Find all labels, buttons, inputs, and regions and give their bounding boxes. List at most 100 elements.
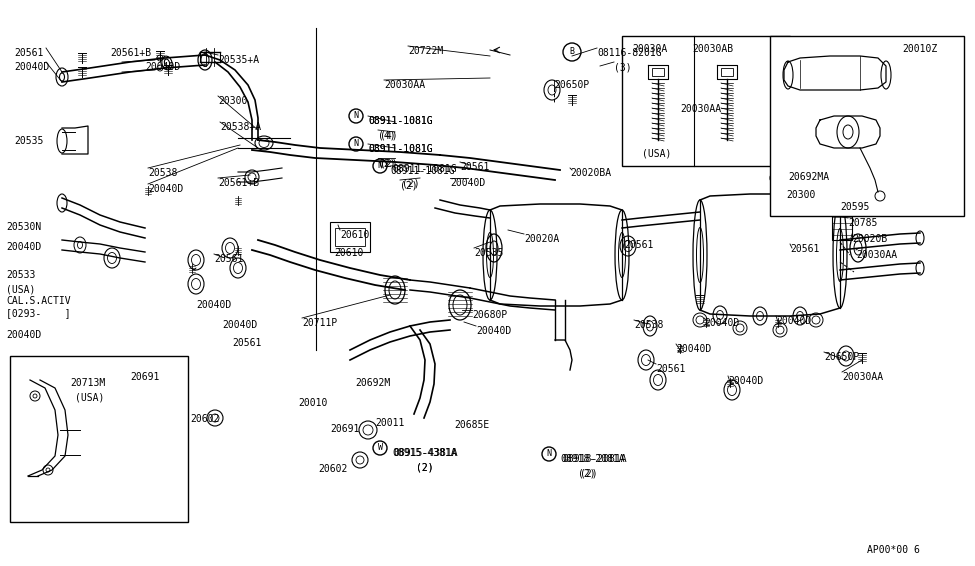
Text: 20561: 20561: [214, 254, 244, 264]
Text: 08911-1081G: 08911-1081G: [392, 164, 456, 174]
Text: (2): (2): [402, 178, 419, 188]
Text: B: B: [569, 48, 574, 57]
Bar: [330, 222, 370, 252]
Text: 20535: 20535: [474, 248, 503, 258]
Text: 20040D: 20040D: [776, 316, 811, 326]
Text: (2): (2): [380, 158, 398, 168]
Text: 20595: 20595: [840, 202, 870, 212]
Text: 20020BA: 20020BA: [570, 168, 611, 178]
Text: 20020B: 20020B: [852, 234, 887, 244]
Text: 20030AA: 20030AA: [680, 104, 722, 114]
Text: W: W: [377, 444, 382, 452]
Text: 20040D: 20040D: [676, 344, 711, 354]
Text: (2): (2): [578, 468, 596, 478]
Text: 20691: 20691: [330, 424, 360, 434]
Text: 20300: 20300: [786, 190, 815, 200]
Text: 20692M: 20692M: [355, 378, 390, 388]
Text: 20040D: 20040D: [14, 62, 50, 72]
Text: (4): (4): [378, 130, 396, 140]
Text: (USA): (USA): [6, 284, 35, 294]
Text: 20610: 20610: [334, 248, 364, 258]
Text: 20713M: 20713M: [70, 378, 105, 388]
Text: 20040D: 20040D: [6, 330, 41, 340]
Text: 08911-1081G: 08911-1081G: [368, 116, 433, 126]
Text: (2): (2): [378, 158, 396, 168]
Text: (2): (2): [580, 468, 598, 478]
Text: (USA): (USA): [75, 392, 104, 402]
Text: N: N: [547, 449, 552, 458]
Text: 20040D: 20040D: [704, 318, 739, 328]
Text: 08918-2081A: 08918-2081A: [560, 454, 625, 464]
Text: 20692MA: 20692MA: [788, 172, 829, 182]
Text: AP00*00 6: AP00*00 6: [867, 545, 920, 555]
Text: 20538: 20538: [634, 320, 663, 330]
Text: (3): (3): [614, 62, 632, 72]
Text: 20010: 20010: [298, 398, 328, 408]
Text: 20680P: 20680P: [472, 310, 507, 320]
Text: 20040D: 20040D: [728, 376, 763, 386]
Bar: [721, 68, 733, 76]
Text: 20030AA: 20030AA: [384, 80, 425, 90]
Text: 20650P: 20650P: [554, 80, 589, 90]
Text: 20530N: 20530N: [6, 222, 41, 232]
Text: 20040D: 20040D: [6, 242, 41, 252]
Text: 20040D: 20040D: [222, 320, 257, 330]
Text: 08116-8201G: 08116-8201G: [597, 48, 662, 58]
Text: (USA): (USA): [642, 148, 672, 158]
Text: 20561: 20561: [460, 162, 489, 172]
Text: 08911-1081G: 08911-1081G: [368, 144, 433, 154]
Text: 20040D: 20040D: [145, 62, 180, 72]
Text: N: N: [377, 161, 382, 170]
Bar: [832, 200, 852, 240]
Text: 20561: 20561: [790, 244, 819, 254]
Text: 20030AB: 20030AB: [692, 44, 733, 54]
Text: 08911-1081G: 08911-1081G: [390, 166, 454, 176]
Text: 20785: 20785: [848, 218, 878, 228]
Text: 20533: 20533: [6, 270, 35, 280]
Text: 20030AA: 20030AA: [856, 250, 897, 260]
Bar: [652, 68, 664, 76]
Text: 20538+A: 20538+A: [220, 122, 261, 132]
Text: (4): (4): [380, 130, 398, 140]
Text: (2): (2): [416, 462, 434, 472]
Text: 08911-1081G: 08911-1081G: [368, 144, 433, 154]
Text: N: N: [354, 139, 359, 148]
Bar: [770, 36, 964, 216]
Text: 20010Z: 20010Z: [902, 44, 937, 54]
Text: 20561: 20561: [624, 240, 653, 250]
Text: 20538: 20538: [148, 168, 177, 178]
Text: 20722M: 20722M: [408, 46, 444, 56]
Text: 20561+B: 20561+B: [218, 178, 259, 188]
Text: CAL.S.ACTIV: CAL.S.ACTIV: [6, 296, 70, 306]
Text: 20011: 20011: [375, 418, 405, 428]
Text: 20602: 20602: [190, 414, 219, 424]
Text: 20610: 20610: [340, 230, 370, 240]
Text: 08911-1081G: 08911-1081G: [368, 116, 433, 126]
Text: 20561+B: 20561+B: [110, 48, 151, 58]
Text: 20561: 20561: [656, 364, 685, 374]
Text: 20040D: 20040D: [196, 300, 231, 310]
Text: 20602: 20602: [318, 464, 347, 474]
Text: 20535: 20535: [14, 136, 43, 146]
Text: N: N: [354, 112, 359, 121]
Text: 20300: 20300: [218, 96, 248, 106]
Text: 20030A: 20030A: [632, 44, 667, 54]
Text: 20020A: 20020A: [524, 234, 560, 244]
Text: 08915-4381A: 08915-4381A: [392, 448, 456, 458]
Bar: [335, 228, 365, 246]
Text: 20561: 20561: [14, 48, 43, 58]
Text: 20650P: 20650P: [824, 352, 859, 362]
Text: 20561: 20561: [232, 338, 261, 348]
Text: 20030AA: 20030AA: [842, 372, 883, 382]
Text: (2): (2): [400, 180, 417, 190]
Text: 20691: 20691: [130, 372, 159, 382]
Text: (2): (2): [416, 462, 434, 472]
Text: 08915-4381A: 08915-4381A: [393, 448, 457, 458]
Text: 20040D: 20040D: [476, 326, 511, 336]
Text: 20040D: 20040D: [148, 184, 183, 194]
Text: 08918-2081A: 08918-2081A: [562, 454, 627, 464]
Text: 20535+A: 20535+A: [218, 55, 259, 65]
Bar: [622, 36, 790, 166]
Text: 20685E: 20685E: [454, 420, 489, 430]
Bar: [10, 356, 188, 522]
